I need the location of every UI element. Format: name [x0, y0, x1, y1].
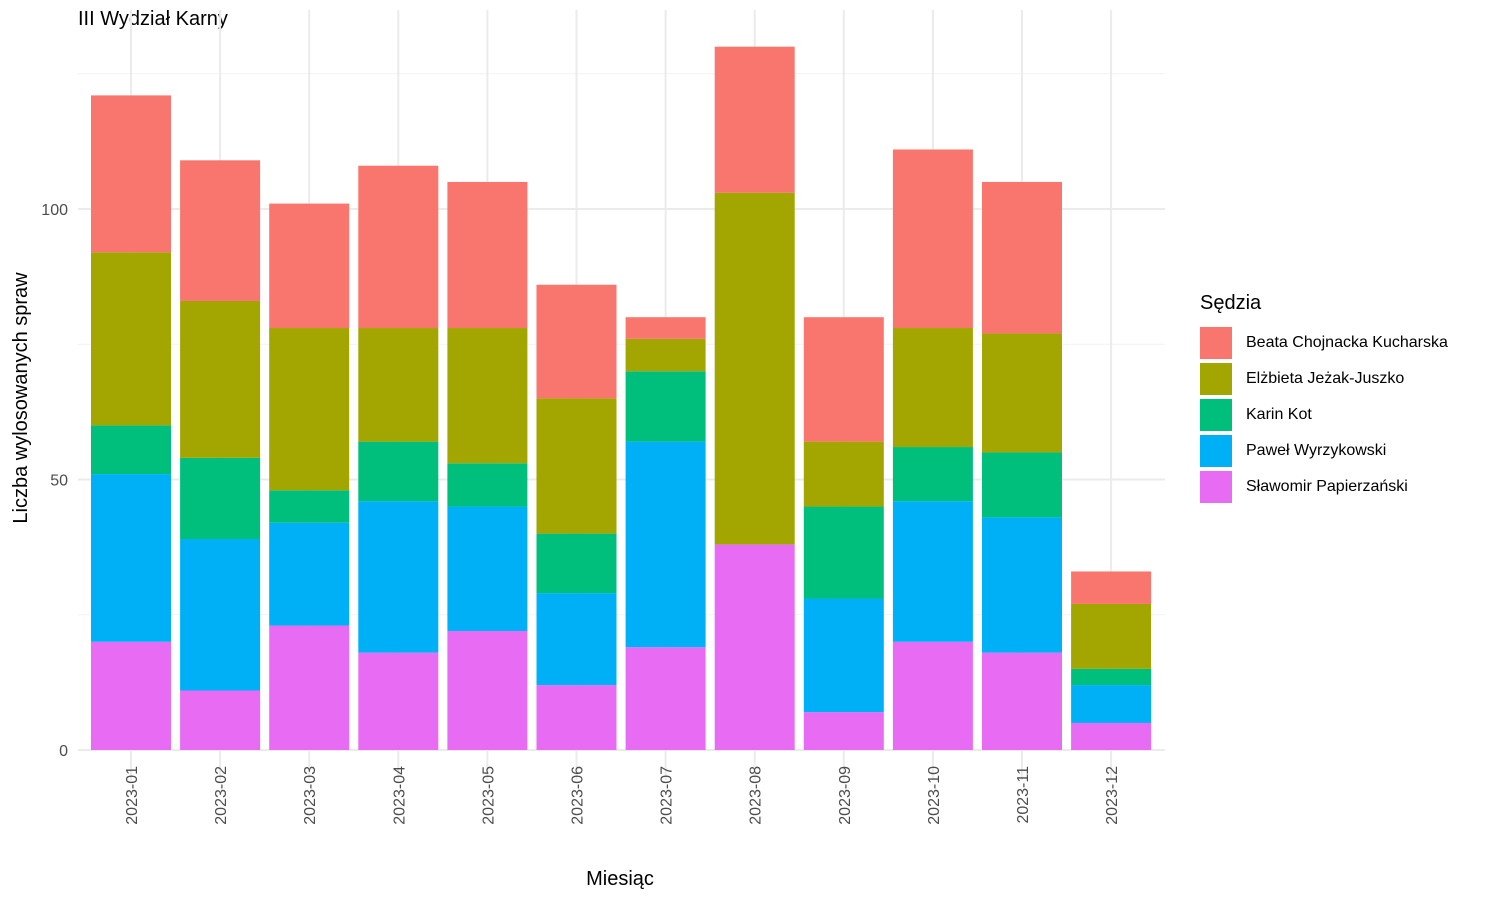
bar-segment [91, 95, 171, 253]
bar-segment [536, 398, 617, 534]
y-tick-label: 0 [59, 743, 68, 760]
bar-segment [1071, 722, 1152, 750]
bar-segment [447, 181, 528, 329]
bar-segment [714, 544, 795, 750]
bar-segment [714, 46, 795, 193]
legend-item: Elżbieta Jeżak-Juszko [1200, 361, 1448, 397]
bar-segment [91, 474, 171, 642]
x-tick-label: 2023-08 [748, 766, 765, 825]
legend-item: Karin Kot [1200, 397, 1448, 433]
bar-segment [269, 203, 350, 329]
bar-segment [625, 317, 706, 339]
bar-segment [180, 300, 261, 458]
bar-segment [803, 506, 884, 599]
legend-key-swatch [1200, 399, 1232, 431]
chart-title: III Wydział Karny [78, 8, 228, 30]
bar-segment [1071, 668, 1152, 686]
bar-segment [358, 501, 439, 653]
x-tick-label: 2023-12 [1104, 766, 1121, 825]
x-axis-ticks: 2023-01 2023-02 2023-03 2023-04 2023-05 2023-… [124, 766, 1121, 825]
bar-segment [803, 441, 884, 507]
bar-segment [982, 333, 1062, 453]
y-tick-label: 50 [50, 473, 68, 490]
bar-segment [447, 463, 528, 507]
bar-segment [536, 593, 617, 686]
bar-segment [982, 652, 1062, 750]
y-axis-label: Liczba wylosowanych spraw [10, 272, 32, 524]
bar-segment [91, 252, 171, 426]
x-tick-label: 2023-01 [124, 766, 141, 825]
bar-segment [269, 522, 350, 626]
bar-segment [892, 641, 973, 750]
legend-key-swatch [1200, 327, 1232, 359]
legend-label: Elżbieta Jeżak-Juszko [1246, 370, 1405, 387]
bar-segment [803, 317, 884, 442]
bar-segment [447, 506, 528, 631]
bar-stacks [91, 46, 1152, 750]
legend-label: Karin Kot [1246, 406, 1312, 423]
bar-segment [269, 625, 350, 750]
x-tick-label: 2023-02 [213, 766, 230, 825]
bar-segment [1071, 571, 1152, 604]
bar-segment [982, 517, 1062, 653]
legend-item: Sławomir Papierzański [1200, 469, 1448, 505]
x-tick-label: 2023-07 [659, 766, 676, 825]
bar-segment [803, 712, 884, 750]
bar-segment [625, 371, 706, 442]
x-tick-label: 2023-11 [1015, 766, 1032, 824]
legend-item: Paweł Wyrzykowski [1200, 433, 1448, 469]
legend-label: Paweł Wyrzykowski [1246, 442, 1387, 459]
bar-segment [180, 457, 261, 540]
legend-title: Sędzia [1200, 292, 1262, 314]
bar-segment [892, 328, 973, 448]
bar-segment [892, 447, 973, 502]
bar-segment [625, 647, 706, 750]
bar-segment [625, 338, 706, 372]
bar-segment [982, 181, 1062, 334]
x-tick-label: 2023-05 [480, 766, 497, 825]
bar-segment [1071, 603, 1152, 669]
legend-item: Beata Chojnacka Kucharska [1200, 325, 1448, 361]
y-tick-label: 100 [41, 202, 68, 219]
bar-segment [892, 149, 973, 329]
bar-segment [180, 160, 261, 301]
bar-segment [269, 328, 350, 491]
bar-segment [180, 690, 261, 750]
bar-segment [982, 452, 1062, 518]
bar-segment [803, 598, 884, 713]
y-axis-ticks: 0 50 100 [41, 202, 68, 760]
legend-key-swatch [1200, 363, 1232, 395]
bar-segment [358, 165, 439, 329]
bar-segment [625, 441, 706, 648]
bar-segment [91, 641, 171, 750]
bar-segment [269, 490, 350, 523]
bar-segment [358, 652, 439, 750]
bar-segment [91, 425, 171, 475]
bar-segment [447, 328, 528, 464]
legend-key-swatch [1200, 435, 1232, 467]
x-tick-label: 2023-09 [837, 766, 854, 825]
legend-key-swatch [1200, 471, 1232, 503]
bar-segment [1071, 685, 1152, 723]
x-axis-label: Miesiąc [586, 868, 654, 890]
bar-segment [358, 328, 439, 442]
x-tick-label: 2023-06 [570, 766, 587, 825]
bar-segment [447, 630, 528, 750]
bar-segment [892, 501, 973, 642]
legend-label: Sławomir Papierzański [1246, 478, 1408, 495]
bar-segment [358, 441, 439, 502]
bar-segment [536, 284, 617, 399]
bar-segment [180, 539, 261, 691]
bar-segment [536, 533, 617, 594]
legend: Sędzia Beata Chojnacka Kucharska Elżbieta… [1200, 292, 1448, 505]
bar-segment [536, 685, 617, 750]
bar-segment [714, 192, 795, 545]
x-tick-label: 2023-03 [302, 766, 319, 825]
x-tick-label: 2023-10 [926, 766, 943, 825]
legend-label: Beata Chojnacka Kucharska [1246, 334, 1448, 351]
x-tick-label: 2023-04 [391, 766, 408, 825]
